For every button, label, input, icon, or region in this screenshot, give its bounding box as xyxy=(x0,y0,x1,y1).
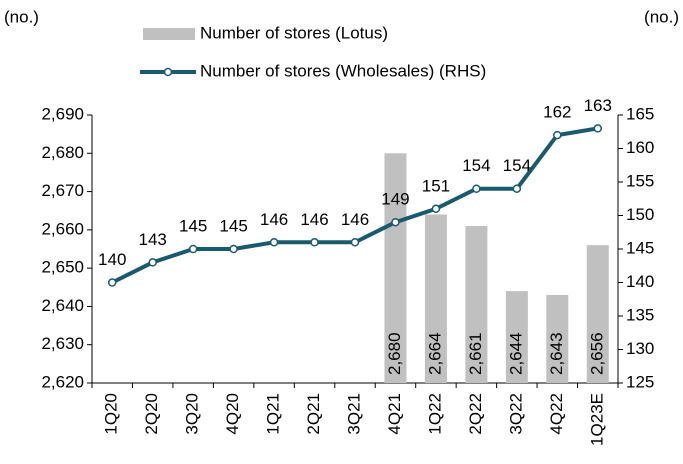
y2-tick-label: 165 xyxy=(626,104,654,123)
y-tick-label: 2,690 xyxy=(41,104,84,123)
x-tick-label: 2Q22 xyxy=(466,393,485,435)
y-tick-label: 2,680 xyxy=(41,143,84,162)
line-marker xyxy=(553,130,562,140)
bar xyxy=(424,214,447,383)
bar-value-label: 2,664 xyxy=(425,332,444,375)
legend-label: Number of stores (Wholesales) (RHS) xyxy=(200,61,486,80)
bar xyxy=(546,294,569,383)
line-value-label: 143 xyxy=(139,230,167,249)
x-tick-label: 3Q22 xyxy=(506,393,525,435)
bar-value-label: 2,643 xyxy=(547,332,566,375)
line-value-label: 146 xyxy=(300,210,328,229)
x-tick-label: 2Q21 xyxy=(304,393,323,435)
x-tick-label: 1Q21 xyxy=(264,393,283,435)
left-axis-unit: (no.) xyxy=(4,7,39,26)
line-value-label: 154 xyxy=(462,156,490,175)
line-marker xyxy=(391,217,400,227)
y2-tick-label: 135 xyxy=(626,305,654,324)
x-tick-label: 4Q21 xyxy=(385,393,404,435)
line xyxy=(111,126,599,285)
y2-tick-label: 160 xyxy=(626,138,654,157)
line-marker xyxy=(188,244,198,254)
y-tick-label: 2,650 xyxy=(41,258,84,277)
x-tick-label: 3Q21 xyxy=(344,393,363,435)
y-tick-label: 2,640 xyxy=(41,296,84,315)
bar xyxy=(465,226,488,383)
line-value-label: 162 xyxy=(543,103,571,122)
x-tick-label: 4Q20 xyxy=(223,393,242,435)
x-tick-label: 3Q20 xyxy=(183,393,202,435)
line-marker xyxy=(472,184,481,193)
x-tick-label: 1Q22 xyxy=(425,393,444,435)
y-tick-label: 2,660 xyxy=(41,219,84,238)
bar xyxy=(505,291,528,383)
line-marker xyxy=(512,184,522,193)
bar-value-label: 2,644 xyxy=(506,332,525,375)
line-value-label: 154 xyxy=(503,156,531,175)
legend-swatch xyxy=(143,28,195,40)
y2-tick-label: 140 xyxy=(626,272,654,291)
y2-tick-label: 125 xyxy=(626,372,654,391)
y2-tick-label: 150 xyxy=(626,205,654,224)
line-marker xyxy=(107,278,117,287)
y-tick-label: 2,620 xyxy=(41,372,84,391)
y2-tick-label: 145 xyxy=(626,238,654,257)
x-tick-label: 1Q20 xyxy=(102,393,121,435)
x-tick-label: 1Q23E xyxy=(587,393,606,446)
bar xyxy=(586,245,609,383)
legend-marker xyxy=(163,67,173,77)
bar-value-label: 2,680 xyxy=(385,332,404,375)
y2-tick-label: 155 xyxy=(626,171,654,190)
x-tick-label: 4Q22 xyxy=(547,393,566,435)
line-value-label: 149 xyxy=(381,190,409,209)
line-value-label: 140 xyxy=(98,250,126,269)
line-marker xyxy=(350,238,360,247)
line-value-label: 145 xyxy=(219,216,247,235)
legend-label: Number of stores (Lotus) xyxy=(200,23,388,42)
y2-tick-label: 130 xyxy=(626,339,654,358)
line-marker xyxy=(229,244,238,254)
line-marker xyxy=(431,204,441,214)
y-tick-label: 2,630 xyxy=(41,334,84,353)
line-value-label: 151 xyxy=(422,176,450,195)
line-marker xyxy=(310,238,319,247)
line-value-label: 145 xyxy=(179,216,207,235)
line-value-label: 163 xyxy=(584,96,612,115)
bar-value-label: 2,661 xyxy=(466,332,485,375)
line-marker xyxy=(148,258,157,267)
line-marker xyxy=(269,238,279,247)
x-tick-label: 2Q20 xyxy=(142,393,161,435)
line-value-label: 146 xyxy=(341,210,369,229)
bar xyxy=(384,153,407,383)
right-axis-unit: (no.) xyxy=(644,7,679,26)
bar-value-label: 2,656 xyxy=(587,332,606,375)
y-tick-label: 2,670 xyxy=(41,181,84,200)
line-marker xyxy=(593,124,603,133)
line-value-label: 146 xyxy=(260,210,288,229)
